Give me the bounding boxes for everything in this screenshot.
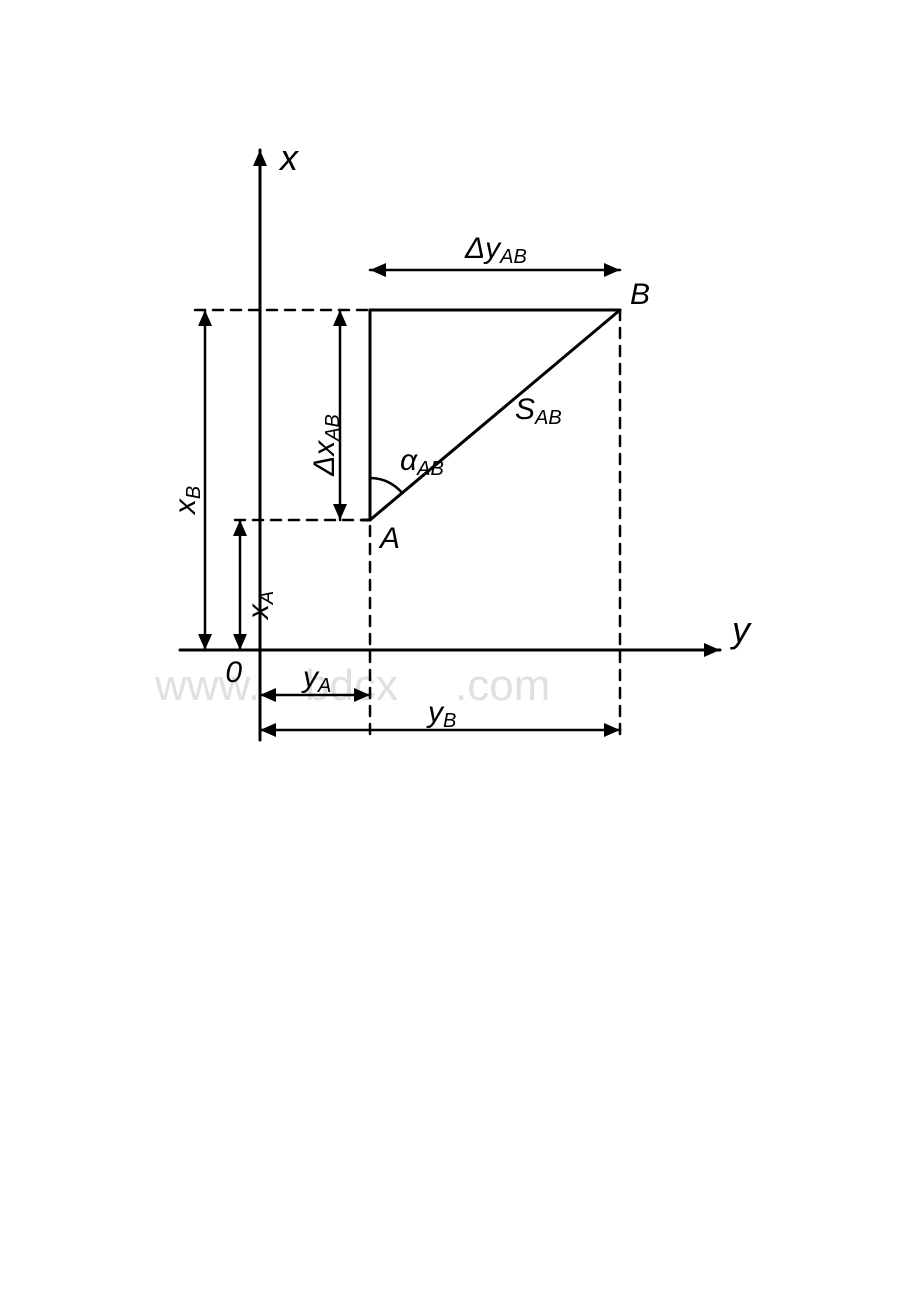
svg-text:www.: www. [154,661,260,710]
svg-text:yB: yB [426,696,456,732]
svg-text:SAB: SAB [515,393,562,429]
svg-text:ΔxAB: ΔxAB [308,414,344,477]
svg-text:A: A [378,522,400,555]
svg-text:xB: xB [169,486,205,516]
svg-text:y: y [729,609,752,650]
svg-text:xA: xA [242,591,278,621]
svg-text:.com: .com [455,661,550,710]
svg-text:x: x [278,137,300,178]
svg-text:B: B [630,278,650,311]
svg-text:αAB: αAB [400,444,444,480]
diagram-svg: www.bdcx.comxy0ABxBxAΔxABΔyAByAyBαABSAB [0,0,920,1302]
svg-text:ΔyAB: ΔyAB [464,232,527,268]
svg-text:0: 0 [225,656,242,689]
